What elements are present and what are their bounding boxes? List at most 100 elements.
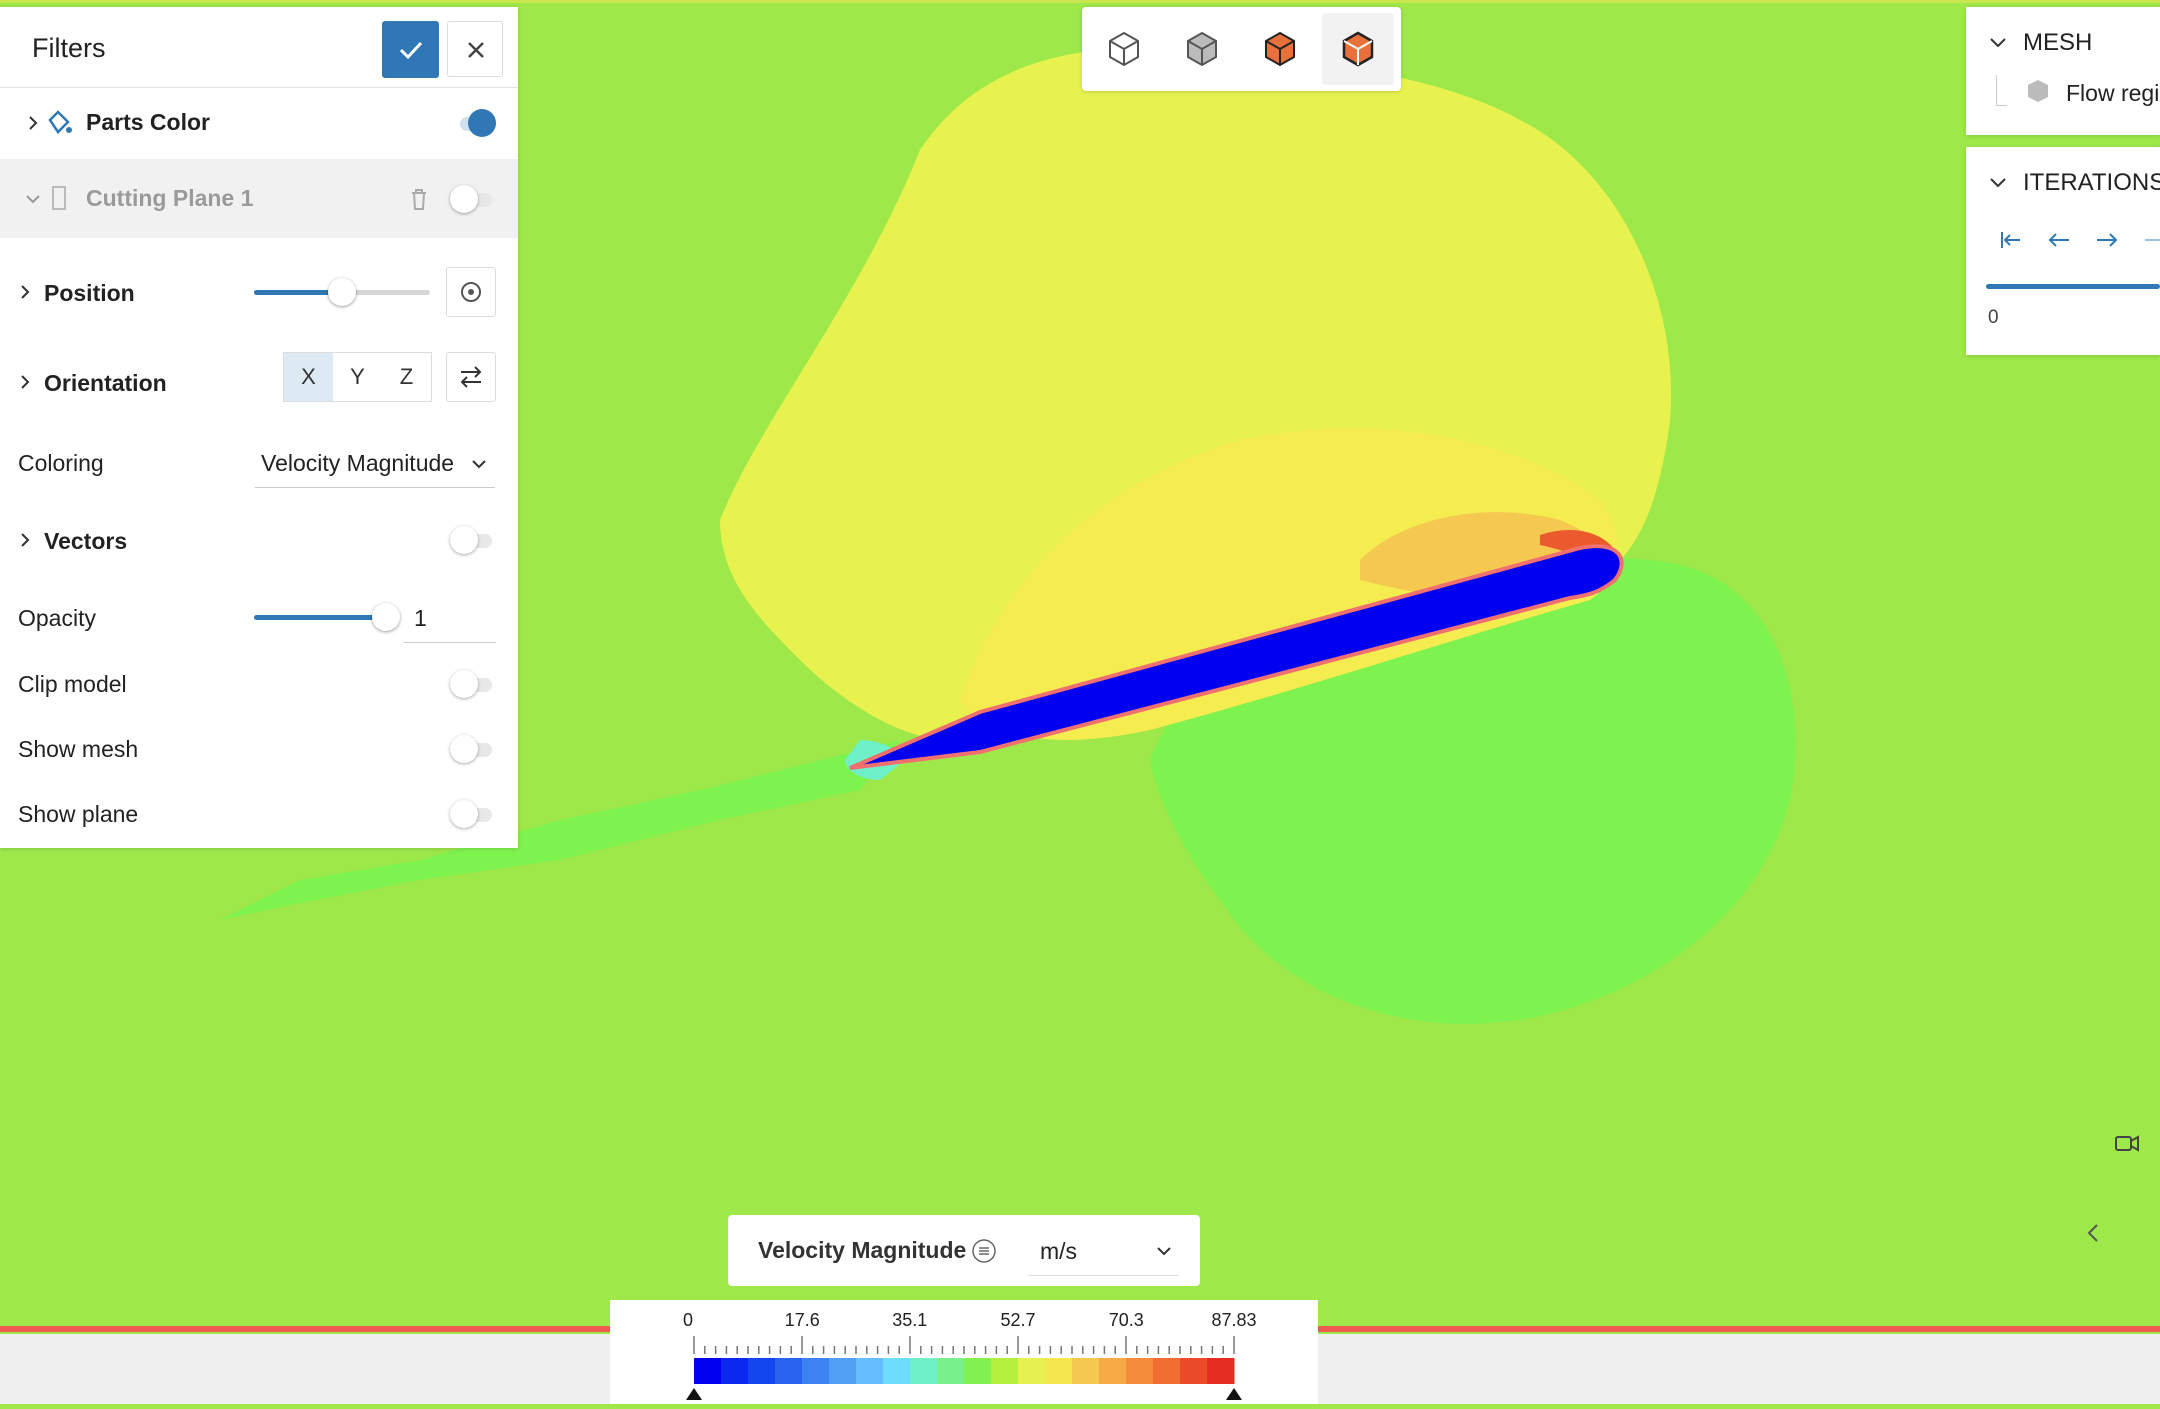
- target-icon: [461, 282, 481, 302]
- color-band: [775, 1358, 803, 1384]
- color-band: [1207, 1358, 1235, 1384]
- cutting-plane-toggle[interactable]: [450, 185, 492, 213]
- iterations-panel: ITERATIONS 0: [1966, 147, 2160, 355]
- clip-model-label: Clip model: [18, 671, 127, 697]
- color-band: [829, 1358, 857, 1384]
- chevron-right-icon[interactable]: [18, 108, 48, 138]
- position-label: Position: [44, 280, 135, 306]
- chevron-down-icon[interactable]: [1984, 169, 2012, 197]
- opacity-label: Opacity: [18, 605, 96, 631]
- last-iteration-icon[interactable]: [2140, 225, 2160, 255]
- axis-z-button[interactable]: Z: [399, 364, 414, 389]
- iteration-slider[interactable]: [1986, 284, 2160, 289]
- paint-bucket-icon: [48, 110, 72, 134]
- chevron-right-icon[interactable]: [10, 277, 40, 307]
- cube-orange-wire-icon: [1342, 31, 1374, 67]
- color-band: [1099, 1358, 1127, 1384]
- filters-title: Filters: [32, 33, 106, 63]
- opacity-slider[interactable]: [254, 602, 400, 632]
- camera-icon[interactable]: [2113, 1131, 2141, 1157]
- show-mesh-toggle[interactable]: [450, 735, 492, 763]
- swap-icon: [460, 366, 482, 388]
- unit-value: m/s: [1040, 1238, 1078, 1264]
- flip-orientation-button[interactable]: [446, 352, 496, 402]
- view-mode-toolbar: [1082, 7, 1401, 91]
- legend-tick-label: 17.6: [784, 1310, 820, 1330]
- legend-tick-label: 52.7: [1000, 1310, 1036, 1330]
- opacity-row: Opacity 1: [0, 587, 518, 647]
- cube-solid-icon: [1187, 31, 1217, 67]
- coloring-label: Coloring: [18, 450, 104, 476]
- parts-color-label: Parts Color: [86, 109, 210, 135]
- vectors-toggle[interactable]: [450, 526, 492, 554]
- plane-icon: [52, 186, 66, 210]
- clip-model-row: Clip model: [0, 654, 518, 714]
- wake-region: [220, 740, 900, 920]
- color-band: [856, 1358, 884, 1384]
- range-handle[interactable]: [686, 1388, 702, 1400]
- legend-tick-label: 87.83: [1211, 1310, 1257, 1330]
- color-band: [883, 1358, 911, 1384]
- close-button[interactable]: [447, 21, 503, 77]
- legend-header: Velocity Magnitude m/s: [728, 1215, 1200, 1286]
- orientation-label: Orientation: [44, 370, 167, 396]
- iteration-value: 0: [1988, 307, 1999, 328]
- cube-outline-icon: [1109, 31, 1139, 67]
- color-band: [1126, 1358, 1154, 1384]
- color-band: [748, 1358, 776, 1384]
- wire-solid-view-button[interactable]: [1322, 13, 1394, 85]
- position-slider[interactable]: [254, 277, 430, 307]
- check-icon: [399, 41, 423, 60]
- color-band: [1045, 1358, 1073, 1384]
- model-body: [849, 544, 1624, 770]
- unit-select[interactable]: m/s: [1028, 1227, 1178, 1276]
- chevron-right-icon[interactable]: [10, 367, 40, 397]
- legend-tick-label: 35.1: [892, 1310, 928, 1330]
- first-iteration-icon[interactable]: [1996, 225, 2026, 255]
- coloring-row: Coloring Velocity Magnitude: [0, 432, 518, 492]
- coloring-select[interactable]: Velocity Magnitude: [255, 440, 495, 488]
- cube-icon: [2028, 80, 2048, 102]
- cutting-plane-row[interactable]: Cutting Plane 1: [0, 159, 518, 238]
- parts-color-row[interactable]: Parts Color: [0, 87, 518, 158]
- chevron-right-icon[interactable]: [10, 525, 40, 555]
- collapse-panel-icon[interactable]: [2081, 1219, 2105, 1247]
- show-mesh-label: Show mesh: [18, 736, 139, 762]
- show-mesh-row: Show mesh: [0, 719, 518, 779]
- legend-settings-icon[interactable]: [971, 1238, 997, 1264]
- color-legend: 0 17.6 35.1 52.7 70.3 87.83: [610, 1300, 1318, 1404]
- next-iteration-icon[interactable]: [2092, 225, 2122, 255]
- opacity-input[interactable]: 1: [404, 597, 496, 643]
- coloring-select-value: Velocity Magnitude: [261, 450, 455, 476]
- range-handle[interactable]: [1226, 1388, 1242, 1400]
- iterations-panel-title: ITERATIONS: [2023, 169, 2160, 196]
- axis-y-button[interactable]: Y: [350, 364, 365, 389]
- chevron-down-icon[interactable]: [18, 184, 48, 214]
- show-plane-toggle[interactable]: [450, 800, 492, 828]
- solid-edges-view-button[interactable]: [1244, 13, 1316, 85]
- orientation-row: Orientation X Y Z: [0, 352, 518, 412]
- peak-region: [960, 428, 1619, 740]
- chevron-down-icon[interactable]: [1984, 29, 2012, 57]
- color-band: [937, 1358, 965, 1384]
- trash-icon[interactable]: [405, 185, 433, 213]
- clip-model-toggle[interactable]: [450, 670, 492, 698]
- mesh-item-label[interactable]: Flow regi: [2066, 80, 2160, 106]
- color-band: [721, 1358, 749, 1384]
- axis-x-button[interactable]: X: [284, 353, 333, 401]
- previous-iteration-icon[interactable]: [2044, 225, 2074, 255]
- wireframe-view-button[interactable]: [1088, 13, 1160, 85]
- color-band: [1153, 1358, 1181, 1384]
- filters-panel: Filters Parts Color Cutting Plane 1 Posi…: [0, 7, 518, 848]
- color-band: [694, 1358, 722, 1384]
- center-position-button[interactable]: [446, 267, 496, 317]
- orientation-axis-selector: X Y Z: [283, 352, 432, 402]
- color-band: [1018, 1358, 1046, 1384]
- solid-view-button[interactable]: [1166, 13, 1238, 85]
- color-band: [910, 1358, 938, 1384]
- parts-color-toggle[interactable]: [454, 109, 496, 137]
- show-plane-label: Show plane: [18, 801, 139, 827]
- apply-button[interactable]: [382, 21, 439, 78]
